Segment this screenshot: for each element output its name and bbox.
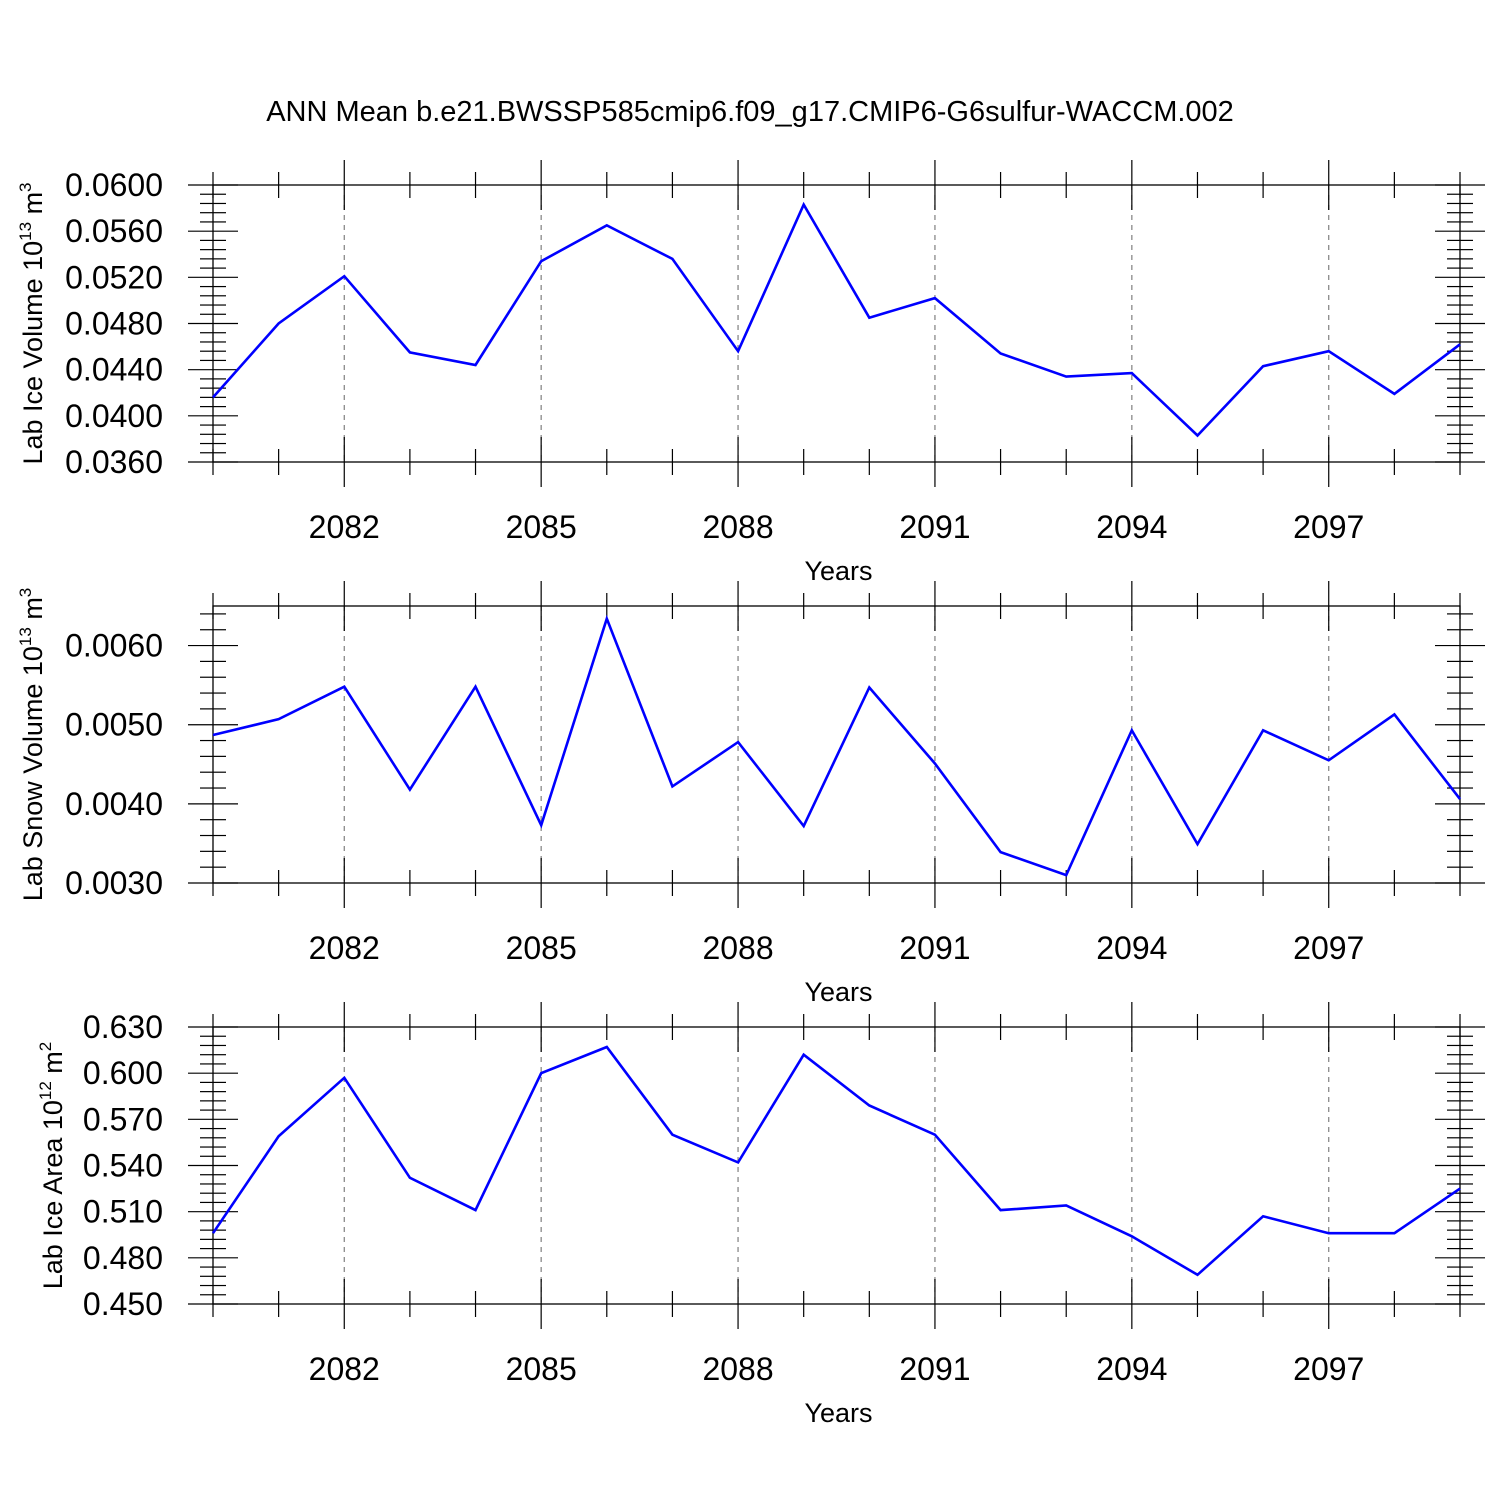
x-tick-label: 2094 xyxy=(1096,1351,1167,1387)
y-tick-label: 0.0040 xyxy=(65,786,163,822)
x-tick-label: 2082 xyxy=(309,930,380,966)
x-tick-label: 2082 xyxy=(309,509,380,545)
y-tick-label: 0.0600 xyxy=(65,167,163,203)
x-tick-label: 2088 xyxy=(702,509,773,545)
x-tick-label: 2091 xyxy=(899,930,970,966)
x-tick-label: 2088 xyxy=(702,1351,773,1387)
y-tick-label: 0.0560 xyxy=(65,213,163,249)
series-line xyxy=(212,201,1461,438)
y-tick-label: 0.0030 xyxy=(65,865,163,901)
y-axis-label: Lab Ice Volume 1013 m3 xyxy=(16,182,48,464)
y-tick-label: 0.480 xyxy=(83,1240,163,1276)
y-tick-label: 0.630 xyxy=(83,1009,163,1045)
plot-frame xyxy=(212,184,1461,463)
y-tick-label: 0.510 xyxy=(83,1194,163,1230)
panel-1: 0.0360 0.0400 0.0440 0.0480 0.0520 0.0560 0.06… xyxy=(16,160,1485,586)
chart-title: ANN Mean b.e21.BWSSP585cmip6.f09_g17.CMI… xyxy=(266,96,1234,128)
plot-frame xyxy=(212,1026,1461,1305)
series-line xyxy=(212,614,1462,877)
y-tick-label: 0.570 xyxy=(83,1101,163,1137)
y-tick-label: 0.0480 xyxy=(65,306,163,342)
x-tick-label: 2082 xyxy=(309,1351,380,1387)
x-tick-label: 2085 xyxy=(506,509,577,545)
plot-frame xyxy=(212,605,1461,884)
y-tick-label: 0.600 xyxy=(83,1055,163,1091)
x-tick-label: 2094 xyxy=(1096,509,1167,545)
x-axis-label: Years xyxy=(804,1398,872,1428)
series-line xyxy=(211,1045,1461,1277)
x-tick-label: 2091 xyxy=(899,1351,970,1387)
y-axis-label: Lab Snow Volume 1013 m3 xyxy=(16,588,48,902)
x-tick-label: 2085 xyxy=(506,1351,577,1387)
x-axis-label: Years xyxy=(804,977,872,1007)
x-tick-label: 2097 xyxy=(1293,509,1364,545)
y-tick-label: 0.0440 xyxy=(65,352,163,388)
x-tick-label: 2091 xyxy=(899,509,970,545)
y-tick-label: 0.540 xyxy=(83,1148,163,1184)
x-tick-label: 2088 xyxy=(702,930,773,966)
y-tick-label: 0.450 xyxy=(83,1286,163,1322)
y-axis-label: Lab Ice Area 1012 m2 xyxy=(36,1042,68,1290)
y-tick-label: 0.0400 xyxy=(65,398,163,434)
panel-2: 0.0030 0.0040 0.0050 0.0060 2082 2085 2088 2091… xyxy=(16,581,1485,1007)
y-tick-label: 0.0050 xyxy=(65,707,163,743)
x-tick-label: 2085 xyxy=(506,930,577,966)
panel-3: 0.450 0.480 0.510 0.540 0.570 0.600 0.630 2082 2… xyxy=(36,1002,1485,1428)
x-axis-label: Years xyxy=(804,556,872,586)
y-tick-label: 0.0060 xyxy=(65,628,163,664)
x-tick-label: 2097 xyxy=(1293,1351,1364,1387)
y-tick-label: 0.0520 xyxy=(65,259,163,295)
y-tick-label: 0.0360 xyxy=(65,444,163,480)
x-tick-label: 2097 xyxy=(1293,930,1364,966)
x-tick-label: 2094 xyxy=(1096,930,1167,966)
